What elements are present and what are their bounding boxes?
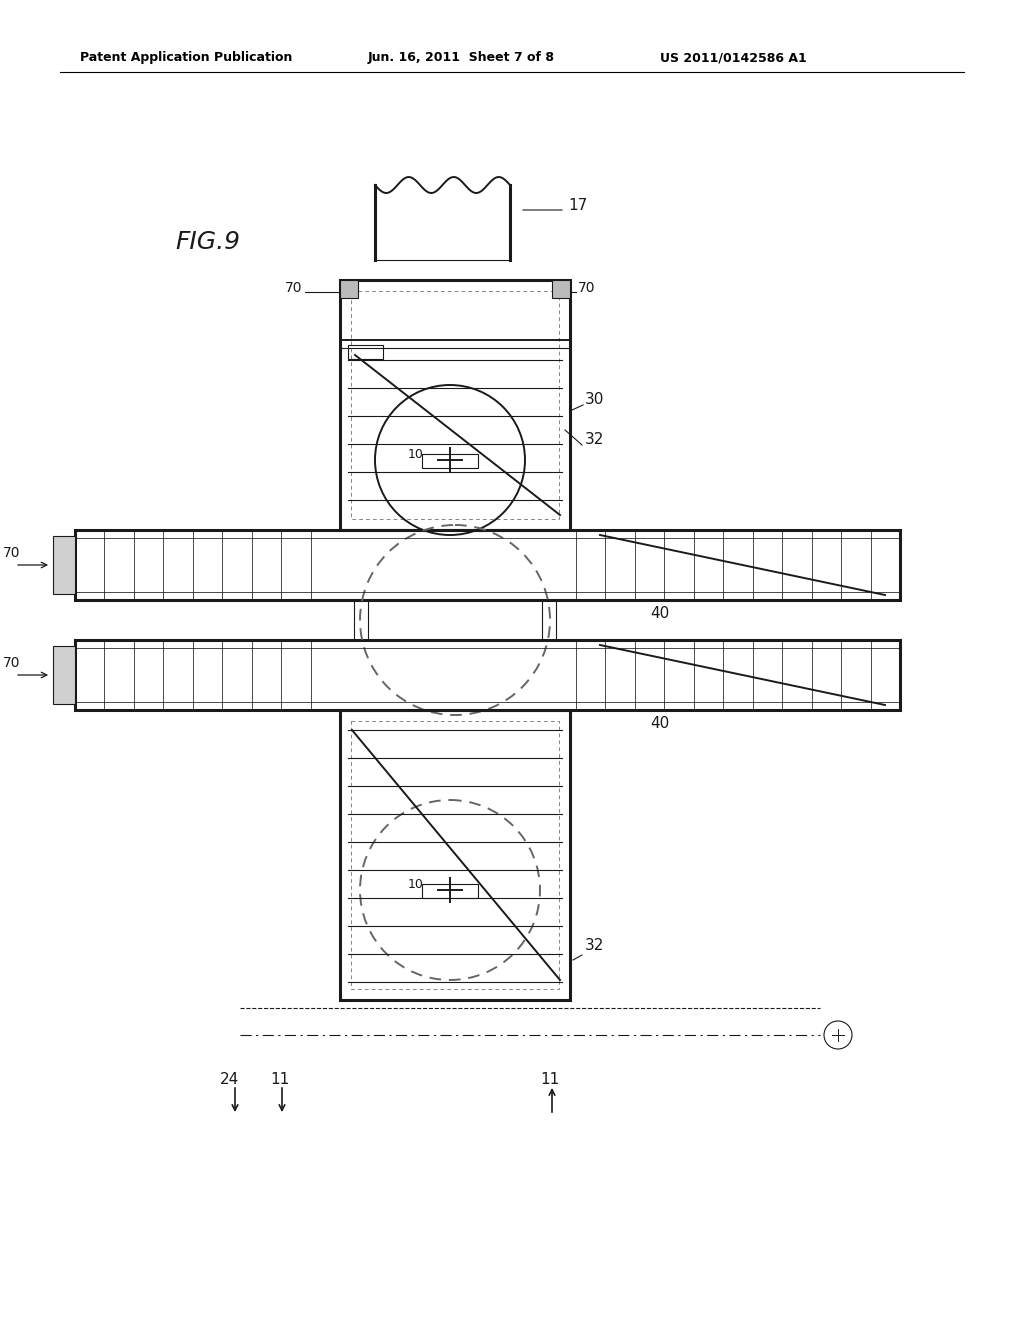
Text: Patent Application Publication: Patent Application Publication bbox=[80, 51, 293, 65]
Bar bbox=[351, 721, 559, 989]
Text: 24: 24 bbox=[220, 1072, 240, 1088]
Text: US 2011/0142586 A1: US 2011/0142586 A1 bbox=[660, 51, 807, 65]
Text: 70: 70 bbox=[3, 656, 20, 671]
Bar bbox=[53, 645, 75, 704]
Text: Jun. 16, 2011  Sheet 7 of 8: Jun. 16, 2011 Sheet 7 of 8 bbox=[368, 51, 555, 65]
Bar bbox=[422, 884, 478, 898]
Bar bbox=[351, 290, 559, 519]
Bar bbox=[340, 280, 570, 531]
Bar bbox=[53, 536, 75, 594]
Text: 17: 17 bbox=[568, 198, 587, 213]
Text: 11: 11 bbox=[540, 1072, 559, 1088]
Text: 30: 30 bbox=[585, 392, 604, 408]
Text: 70: 70 bbox=[3, 546, 20, 560]
Text: FIG.9: FIG.9 bbox=[175, 230, 240, 253]
Text: 70: 70 bbox=[578, 281, 596, 294]
Bar bbox=[422, 454, 478, 469]
Bar bbox=[348, 345, 383, 359]
Bar bbox=[340, 710, 570, 1001]
Text: 10: 10 bbox=[408, 879, 424, 891]
Text: 10: 10 bbox=[408, 449, 424, 462]
Bar bbox=[340, 280, 358, 298]
Text: 40: 40 bbox=[650, 606, 670, 620]
Bar bbox=[552, 280, 570, 298]
Bar bbox=[75, 531, 900, 601]
Text: 70: 70 bbox=[285, 281, 302, 294]
Bar bbox=[75, 640, 900, 710]
Text: 32: 32 bbox=[585, 433, 604, 447]
Text: 32: 32 bbox=[585, 939, 604, 953]
Text: 40: 40 bbox=[650, 715, 670, 731]
Text: 11: 11 bbox=[270, 1072, 289, 1088]
